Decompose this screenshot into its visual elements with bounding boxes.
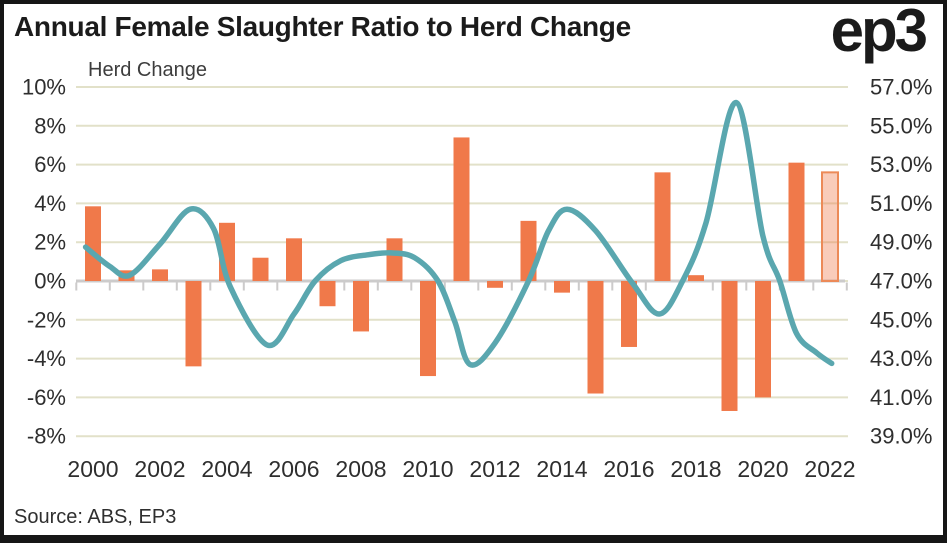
left-axis-title: Herd Change <box>88 59 207 81</box>
x-axis-label: 2020 <box>737 456 788 482</box>
y-axis-label-right: 51.0% <box>870 191 932 216</box>
x-axis-tick <box>812 282 815 291</box>
x-axis-label: 2016 <box>603 456 654 482</box>
y-axis-label-left: -6% <box>27 385 66 410</box>
x-axis-label: 2022 <box>804 456 855 482</box>
y-axis-label-left: 8% <box>34 113 66 138</box>
x-axis-label: 2014 <box>536 456 587 482</box>
x-axis-tick <box>175 282 178 291</box>
y-axis-label-right: 39.0% <box>870 424 932 449</box>
herd-change-bar-2015 <box>587 281 604 394</box>
y-axis-label-right: 47.0% <box>870 269 932 294</box>
x-axis-label: 2004 <box>201 456 252 482</box>
herd-change-bar-2018 <box>688 275 704 281</box>
herd-change-bar-2008 <box>353 281 369 332</box>
x-axis-label: 2002 <box>134 456 185 482</box>
herd-change-bar-2014 <box>554 281 570 293</box>
herd-change-bar-2016 <box>621 281 637 347</box>
y-axis-label-right: 55.0% <box>870 113 932 138</box>
herd-change-bar-2020 <box>755 281 771 398</box>
x-axis-tick <box>577 282 580 291</box>
y-axis-label-left: 4% <box>34 191 66 216</box>
x-axis-tick <box>644 282 647 291</box>
x-axis-tick <box>242 282 245 291</box>
ep3-logo: ep3 <box>830 0 928 64</box>
x-axis-tick <box>410 282 413 291</box>
x-axis-label: 2008 <box>335 456 386 482</box>
chart-title: Annual Female Slaughter Ratio to Herd Ch… <box>14 11 631 42</box>
x-axis-label: 2000 <box>67 456 118 482</box>
herd-change-bar-forecast-2022 <box>821 171 839 282</box>
x-axis-tick <box>209 282 212 291</box>
y-axis-label-left: -4% <box>27 346 66 371</box>
x-axis-tick <box>108 282 111 291</box>
x-axis-tick <box>745 282 748 291</box>
x-axis-tick <box>611 282 614 291</box>
herd-change-bar-2010 <box>420 281 436 377</box>
herd-change-bar-2011 <box>453 137 470 281</box>
y-axis-label-left: 6% <box>34 152 66 177</box>
herd-change-bar-2007 <box>319 281 336 307</box>
y-axis-label-left: -8% <box>27 424 66 449</box>
herd-change-bar-2005 <box>252 257 269 281</box>
y-axis-label-left: -2% <box>27 307 66 332</box>
x-axis-tick <box>510 282 513 291</box>
herd-change-bar-2009 <box>386 238 403 281</box>
x-axis-label: 2006 <box>268 456 319 482</box>
y-axis-label-left: 2% <box>34 230 66 255</box>
y-axis-label-right: 53.0% <box>870 152 932 177</box>
y-axis-label-right: 45.0% <box>870 307 932 332</box>
x-axis-tick <box>443 282 446 291</box>
x-axis-tick <box>477 282 480 291</box>
x-axis-tick <box>845 282 848 291</box>
source-note: Source: ABS, EP3 <box>14 506 177 528</box>
herd-change-bar-2006 <box>286 238 302 281</box>
herd-change-bar-2012 <box>487 281 503 288</box>
x-axis-tick <box>142 282 145 291</box>
x-axis-label: 2018 <box>670 456 721 482</box>
x-axis-tick <box>276 282 279 291</box>
herd-change-bar-2000 <box>85 206 101 281</box>
y-axis-label-right: 43.0% <box>870 346 932 371</box>
y-axis-label-right: 57.0% <box>870 75 932 100</box>
x-axis-label: 2012 <box>469 456 520 482</box>
x-axis-tick <box>711 282 714 291</box>
x-axis-tick <box>343 282 346 291</box>
herd-change-bar-2002 <box>152 269 168 281</box>
y-axis-label-left: 10% <box>22 75 66 100</box>
herd-change-bar-2019 <box>721 281 738 411</box>
y-axis-label-right: 49.0% <box>870 230 932 255</box>
chart-plot: 10% 8% 6% 4% 2% 0% -2% -4% -6% -8% 57.0% 55.0% 53.0%… <box>22 75 932 483</box>
x-axis-label: 2010 <box>402 456 453 482</box>
herd-change-bar-2021 <box>788 162 805 281</box>
x-axis-tick <box>75 282 78 291</box>
herd-change-bar-2017 <box>654 172 671 281</box>
x-axis-tick <box>544 282 547 291</box>
y-axis-label-right: 41.0% <box>870 385 932 410</box>
x-axis-tick <box>376 282 379 291</box>
herd-change-bar-2003 <box>185 281 202 367</box>
y-axis-label-left: 0% <box>34 269 66 294</box>
female-slaughter-ratio-line <box>82 99 835 368</box>
